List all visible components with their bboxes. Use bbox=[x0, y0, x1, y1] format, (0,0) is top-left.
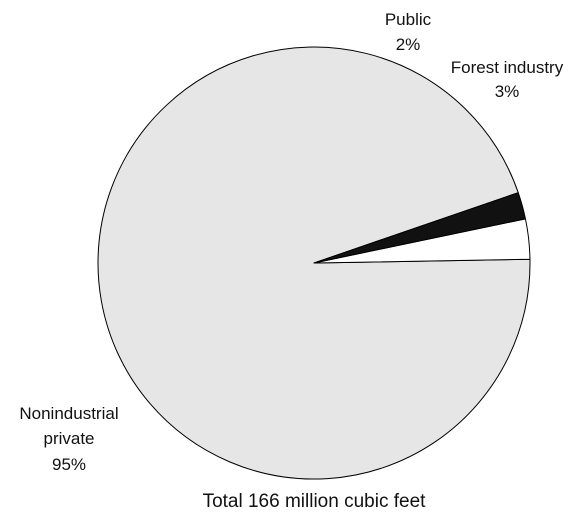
slice-label-public: Public bbox=[385, 10, 432, 29]
slice-value-forest-industry: 3% bbox=[495, 82, 520, 101]
chart-caption: Total 166 million cubic feet bbox=[203, 491, 427, 512]
slice-value-public: 2% bbox=[396, 35, 421, 54]
slice-value-nonindustrial: 95% bbox=[52, 455, 86, 474]
pie-slices bbox=[97, 46, 531, 480]
slice-label-nonindustrial-line1: Nonindustrial bbox=[19, 404, 118, 423]
pie-slice-public bbox=[313, 192, 526, 264]
slice-label-nonindustrial-line2: private bbox=[43, 429, 94, 448]
slice-label-forest-industry: Forest industry bbox=[451, 58, 564, 77]
